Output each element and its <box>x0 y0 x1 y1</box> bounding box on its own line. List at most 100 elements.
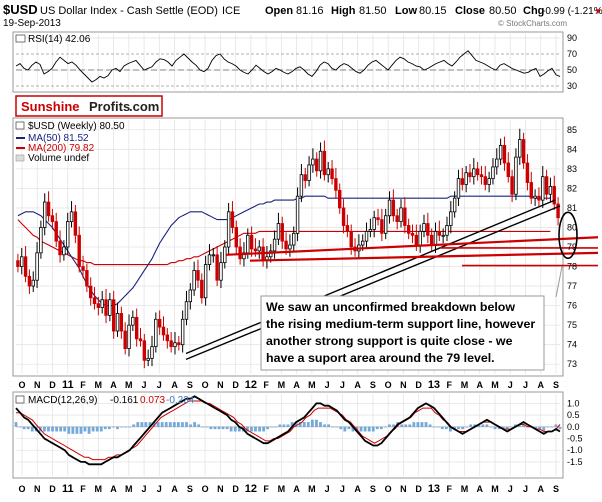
macd-hist-bar-12 <box>63 426 67 432</box>
macd-hist-bar-18 <box>87 426 91 434</box>
x-label-top-0: O <box>18 380 25 390</box>
macd-tick-2: -0.5 <box>567 434 583 444</box>
x-label-bottom-34: A <box>537 484 544 494</box>
macd-hist-bar-113 <box>473 424 477 427</box>
macd-hist-bar-59 <box>254 426 257 432</box>
candle-body-49 <box>203 264 208 299</box>
candle-body-24 <box>108 299 112 316</box>
candle-body-117 <box>464 172 468 185</box>
candle-body-0 <box>16 260 20 267</box>
candle-body-102 <box>406 225 411 234</box>
macd-hist-bar-120 <box>501 426 505 430</box>
price-tick-79: 79 <box>567 242 577 252</box>
x-label-top-32: J <box>508 380 513 390</box>
macd-hist-bar-87 <box>367 426 371 432</box>
rsi-tick-50: 50 <box>567 65 577 75</box>
candle-body-90 <box>361 240 365 246</box>
logo-part2: Profits <box>89 99 130 114</box>
annotation-line-1: We saw an unconfirmed breakdown below <box>266 300 515 314</box>
chg-down-marker: ▼ <box>594 7 602 16</box>
macd-hist-bar-81 <box>343 426 347 432</box>
candle-body-22 <box>100 299 104 308</box>
candle-body-40 <box>169 340 173 348</box>
candle-body-50 <box>207 254 212 265</box>
candle-body-123 <box>487 178 491 185</box>
x-label-bottom-24: O <box>385 484 392 494</box>
macd-tick-3: 0.0 <box>567 422 580 432</box>
x-label-top-24: O <box>385 380 392 390</box>
price-series <box>16 128 599 369</box>
candle-body-29 <box>127 324 131 349</box>
macd-hist-bar-71 <box>302 422 306 427</box>
candle-body-9 <box>50 215 55 223</box>
macd-hist-bar-124 <box>518 424 521 427</box>
macd-hist-bar-75 <box>319 422 322 427</box>
candle-body-5 <box>35 252 39 281</box>
candle-body-56 <box>230 211 235 228</box>
candle-body-105 <box>418 230 422 246</box>
x-label-bottom-4: F <box>80 484 86 494</box>
candle-body-42 <box>177 342 181 346</box>
candle-body-19 <box>89 285 93 299</box>
candle-body-4 <box>31 279 35 287</box>
macd-hist-bar-110 <box>461 426 464 430</box>
macd-hist-bar-44 <box>193 422 197 427</box>
macd-tick-0: -1.5 <box>567 457 583 467</box>
macd-hist-bar-34 <box>152 422 156 427</box>
macd-hist-bar-68 <box>290 422 294 427</box>
x-label-top-7: M <box>125 380 133 390</box>
macd-hist-bar-74 <box>315 419 318 427</box>
candle-body-55 <box>226 211 231 248</box>
macd-hist-bar-64 <box>274 426 278 428</box>
macd-hist-bar-93 <box>392 424 395 427</box>
candle-body-17 <box>81 266 85 271</box>
header-symbol: $USD <box>3 2 38 17</box>
macd-legend-hist: -0.234 <box>166 395 195 406</box>
macd-hist-bar-116 <box>485 424 489 427</box>
x-label-top-26: D <box>415 380 422 390</box>
macd-hist-bar-119 <box>497 426 501 430</box>
macd-hist-bar-28 <box>128 426 132 428</box>
candle-body-119 <box>472 168 476 178</box>
price-tick-83: 83 <box>567 164 577 174</box>
open-label: Open <box>265 5 293 17</box>
macd-hist-bar-122 <box>509 426 513 428</box>
candle-body-8 <box>46 201 51 217</box>
support-trendline-upper <box>185 199 556 355</box>
macd-hist-bar-11 <box>59 426 63 432</box>
close-value: 80.50 <box>489 5 517 17</box>
macd-hist-bar-36 <box>160 422 164 427</box>
x-label-bottom-33: J <box>523 484 528 494</box>
candle-body-72 <box>292 232 296 246</box>
macd-hist-bar-30 <box>136 422 140 427</box>
macd-hist-bar-15 <box>75 426 79 434</box>
macd-hist-bar-130 <box>542 426 546 432</box>
candle-body-23 <box>104 299 108 316</box>
price-tick-77: 77 <box>567 281 577 291</box>
candle-body-20 <box>92 297 97 305</box>
x-label-top-8: J <box>142 380 147 390</box>
macd-hist-bar-26 <box>120 426 123 428</box>
macd-hist-bar-60 <box>258 426 261 432</box>
macd-hist-bar-85 <box>359 426 363 432</box>
macd-tick-4: 0.5 <box>567 410 580 420</box>
candle-body-78 <box>315 158 319 172</box>
macd-hist-bar-32 <box>144 422 148 427</box>
low-value: 80.15 <box>419 5 447 17</box>
annotation-pointer <box>555 266 563 298</box>
x-label-top-2: D <box>49 380 56 390</box>
x-label-bottom-5: M <box>95 484 103 494</box>
price-tick-76: 76 <box>567 301 577 311</box>
macd-hist-bar-129 <box>538 426 542 430</box>
candle-body-103 <box>410 232 415 236</box>
candle-body-115 <box>456 178 461 199</box>
x-label-bottom-29: M <box>461 484 469 494</box>
x-label-top-28: F <box>446 380 452 390</box>
macd-hist-bar-83 <box>351 426 355 432</box>
x-label-bottom-31: M <box>491 484 499 494</box>
macd-hist-bar-1 <box>18 426 22 428</box>
candle-body-10 <box>54 221 58 242</box>
candle-body-54 <box>223 246 227 264</box>
support-line-79 <box>249 251 599 262</box>
candle-body-12 <box>62 246 66 256</box>
